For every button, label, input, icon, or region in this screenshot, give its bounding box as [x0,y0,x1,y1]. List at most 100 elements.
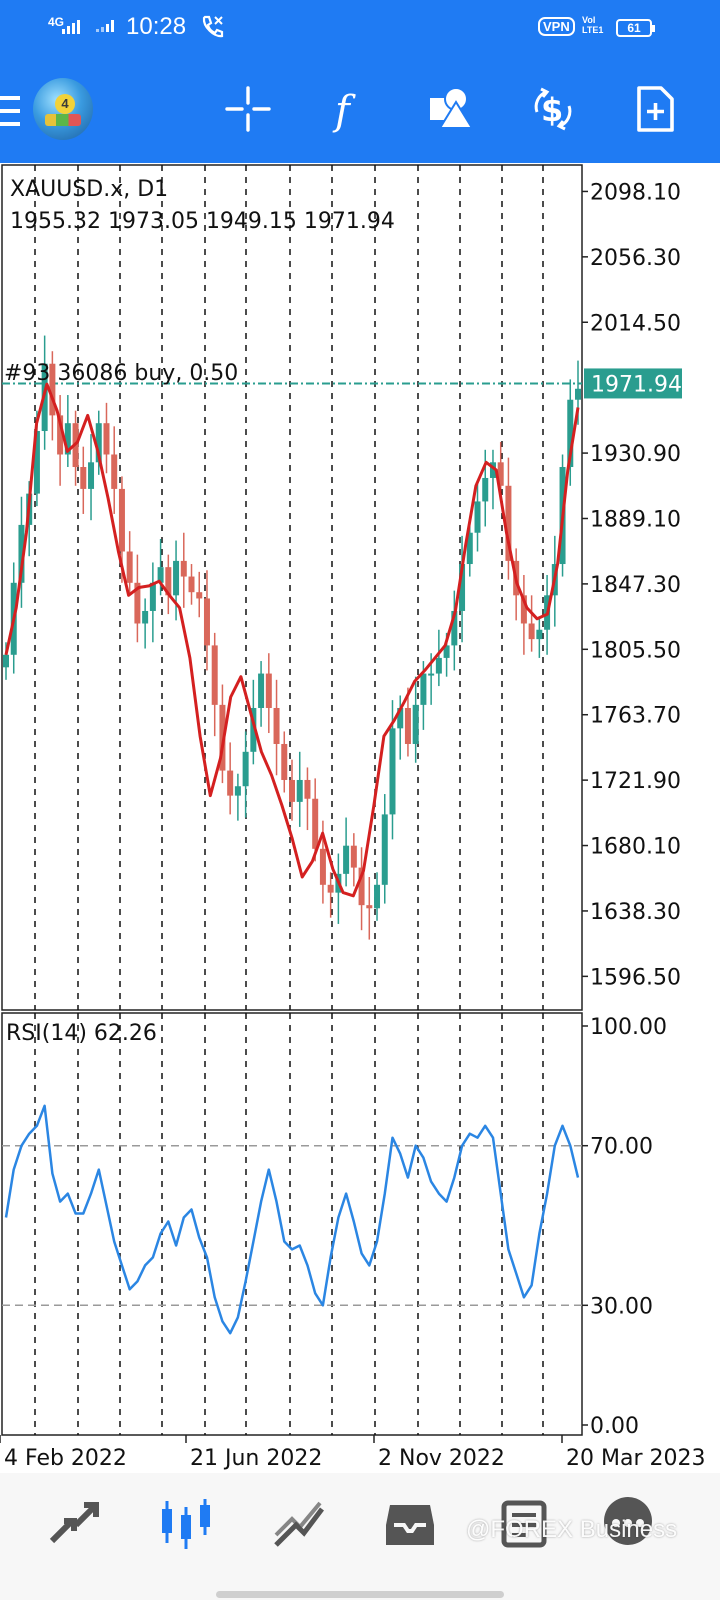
candle [358,847,365,931]
candle [381,794,388,904]
candle-body [327,884,334,893]
candle-body [258,673,265,708]
candle-body [250,707,257,752]
candle [374,872,381,921]
rsi-label: RSI(14) 62.26 [6,1021,157,1046]
candle-body [33,431,40,494]
trade-icon[interactable] [270,1495,330,1551]
time-axis-label: 21 Jun 2022 [190,1446,322,1471]
crosshair-icon[interactable] [223,84,273,134]
chat-icon[interactable] [600,1495,660,1551]
candle [412,676,419,763]
candle [296,751,303,827]
candle [459,535,466,643]
candle-body [451,610,458,646]
candle [80,446,87,514]
candle [64,395,71,468]
rsi-panel-frame [1,1012,583,1436]
price-tick-label: 1596.50 [590,965,681,990]
candle [165,554,172,615]
symbol-label: XAUUSD.x, D1 [10,177,169,202]
candle-body [3,654,9,668]
candle-body [64,423,71,455]
rsi-tick-label: 70.00 [590,1135,653,1160]
candle [18,496,25,608]
candle-body [203,598,210,646]
candle [95,410,102,475]
candle [265,653,272,734]
candle-body [304,779,311,799]
metatrader-4-logo[interactable]: 4 [33,78,93,140]
candle-body [319,848,326,885]
network-type: 4G [48,15,65,29]
home-indicator[interactable] [216,1591,504,1598]
candle-body [575,388,581,400]
battery-icon: 61 [616,19,655,37]
objects-icon[interactable] [428,84,478,134]
candle-body [466,532,473,565]
candle-body [165,567,172,596]
candle [312,778,319,862]
candle-body [420,673,427,705]
candle-body [389,728,396,815]
candle-body [88,462,95,489]
candle [489,449,496,510]
candle-body [173,560,180,596]
candle-body [242,751,249,787]
candle [57,395,64,486]
time-axis-label: 2 Nov 2022 [378,1446,505,1471]
signal-icon [62,20,80,34]
bottom-nav: @FOREX Business [0,1473,720,1600]
app-bar: 4G 10:28 VPN Vol LTE1 61 4 f $ [0,0,720,163]
order-label[interactable]: #93 36086 buy, 0.50 [4,361,239,386]
candle-body [428,673,435,676]
candle-body [497,462,504,486]
candle [142,598,149,649]
candle [397,695,404,760]
clock: 10:28 [126,13,187,40]
candle-body [412,704,419,744]
candle [258,661,265,727]
chart-area[interactable]: 2098.10 2056.30 2014.50 1930.90 1889.10 1847.… [0,163,720,1473]
candle [281,731,288,793]
current-price-tag [584,368,682,399]
price-tick-label: 1763.70 [590,704,681,729]
candle-body [381,814,388,885]
history-icon[interactable] [380,1495,440,1551]
candle-body [157,567,164,583]
quotes-icon[interactable] [44,1495,104,1551]
candle [451,590,458,671]
price-tick-label: 2056.30 [590,246,681,271]
candle-body [536,629,543,640]
candle [304,767,311,831]
new-document-icon[interactable] [630,84,680,134]
candle-body [366,905,373,909]
candle-body [211,645,218,705]
price-tick-label: 2098.10 [590,180,681,205]
candle [234,773,241,821]
candle [211,632,218,737]
signal-2-icon [96,20,114,32]
candle [242,731,249,818]
chart-icon[interactable] [156,1495,216,1551]
price-chart[interactable]: 2098.10 2056.30 2014.50 1930.90 1889.10 1847.… [0,163,720,1473]
candle [273,679,280,776]
price-tick-label: 1805.50 [590,638,681,663]
price-tick-label: 1889.10 [590,507,681,532]
moving-average-line [4,382,580,898]
rsi-tick-label: 100.00 [590,1015,667,1040]
currency-exchange-icon[interactable]: $ [528,84,578,134]
menu-icon[interactable] [0,96,20,126]
rsi-tick-label: 0.00 [590,1414,639,1439]
candle-body [350,845,357,868]
candle-body [289,779,295,802]
price-tick-label: 1847.30 [590,573,681,598]
volte-icon: Vol LTE1 [582,15,604,35]
candle [173,540,180,621]
candle-body [142,610,149,624]
news-icon[interactable] [494,1495,554,1551]
function-icon[interactable]: f [324,84,374,134]
candle-body [57,415,64,455]
candle-body [505,485,512,561]
rsi-line [4,1104,580,1335]
